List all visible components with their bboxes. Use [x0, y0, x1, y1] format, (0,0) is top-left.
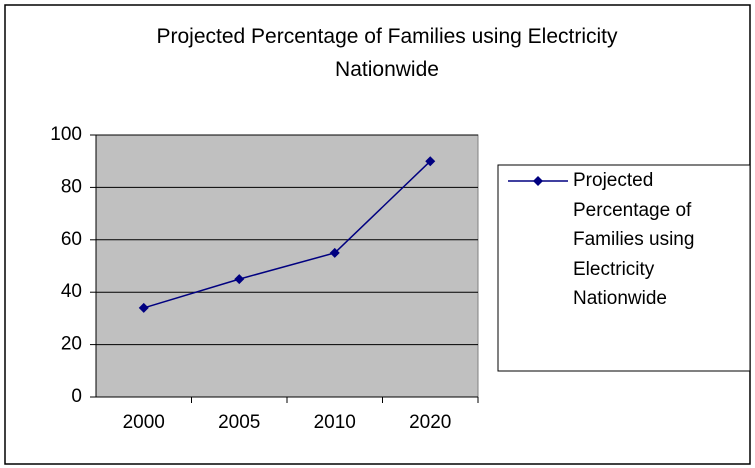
legend-label: Projected Percentage of Families using E…	[573, 170, 695, 309]
x-tick-label: 2020	[409, 412, 451, 433]
chart-title: Projected Percentage of Families using E…	[156, 25, 618, 81]
y-tick-label: 80	[61, 176, 82, 197]
y-tick-label: 20	[61, 334, 82, 355]
y-tick-label: 100	[50, 124, 82, 145]
series-line	[143, 160, 431, 309]
legend-marker	[533, 176, 543, 186]
data-point	[329, 247, 340, 258]
x-tick-label: 2005	[218, 412, 260, 433]
y-tick-label: 60	[61, 229, 82, 250]
data-point	[425, 156, 436, 167]
legend-box	[497, 164, 751, 372]
x-tick-label: 2010	[314, 412, 356, 433]
y-tick-label: 40	[61, 281, 82, 302]
x-tick-label: 2000	[123, 412, 165, 433]
data-point	[138, 302, 149, 313]
y-tick-label: 0	[71, 386, 82, 407]
data-point	[234, 274, 245, 285]
